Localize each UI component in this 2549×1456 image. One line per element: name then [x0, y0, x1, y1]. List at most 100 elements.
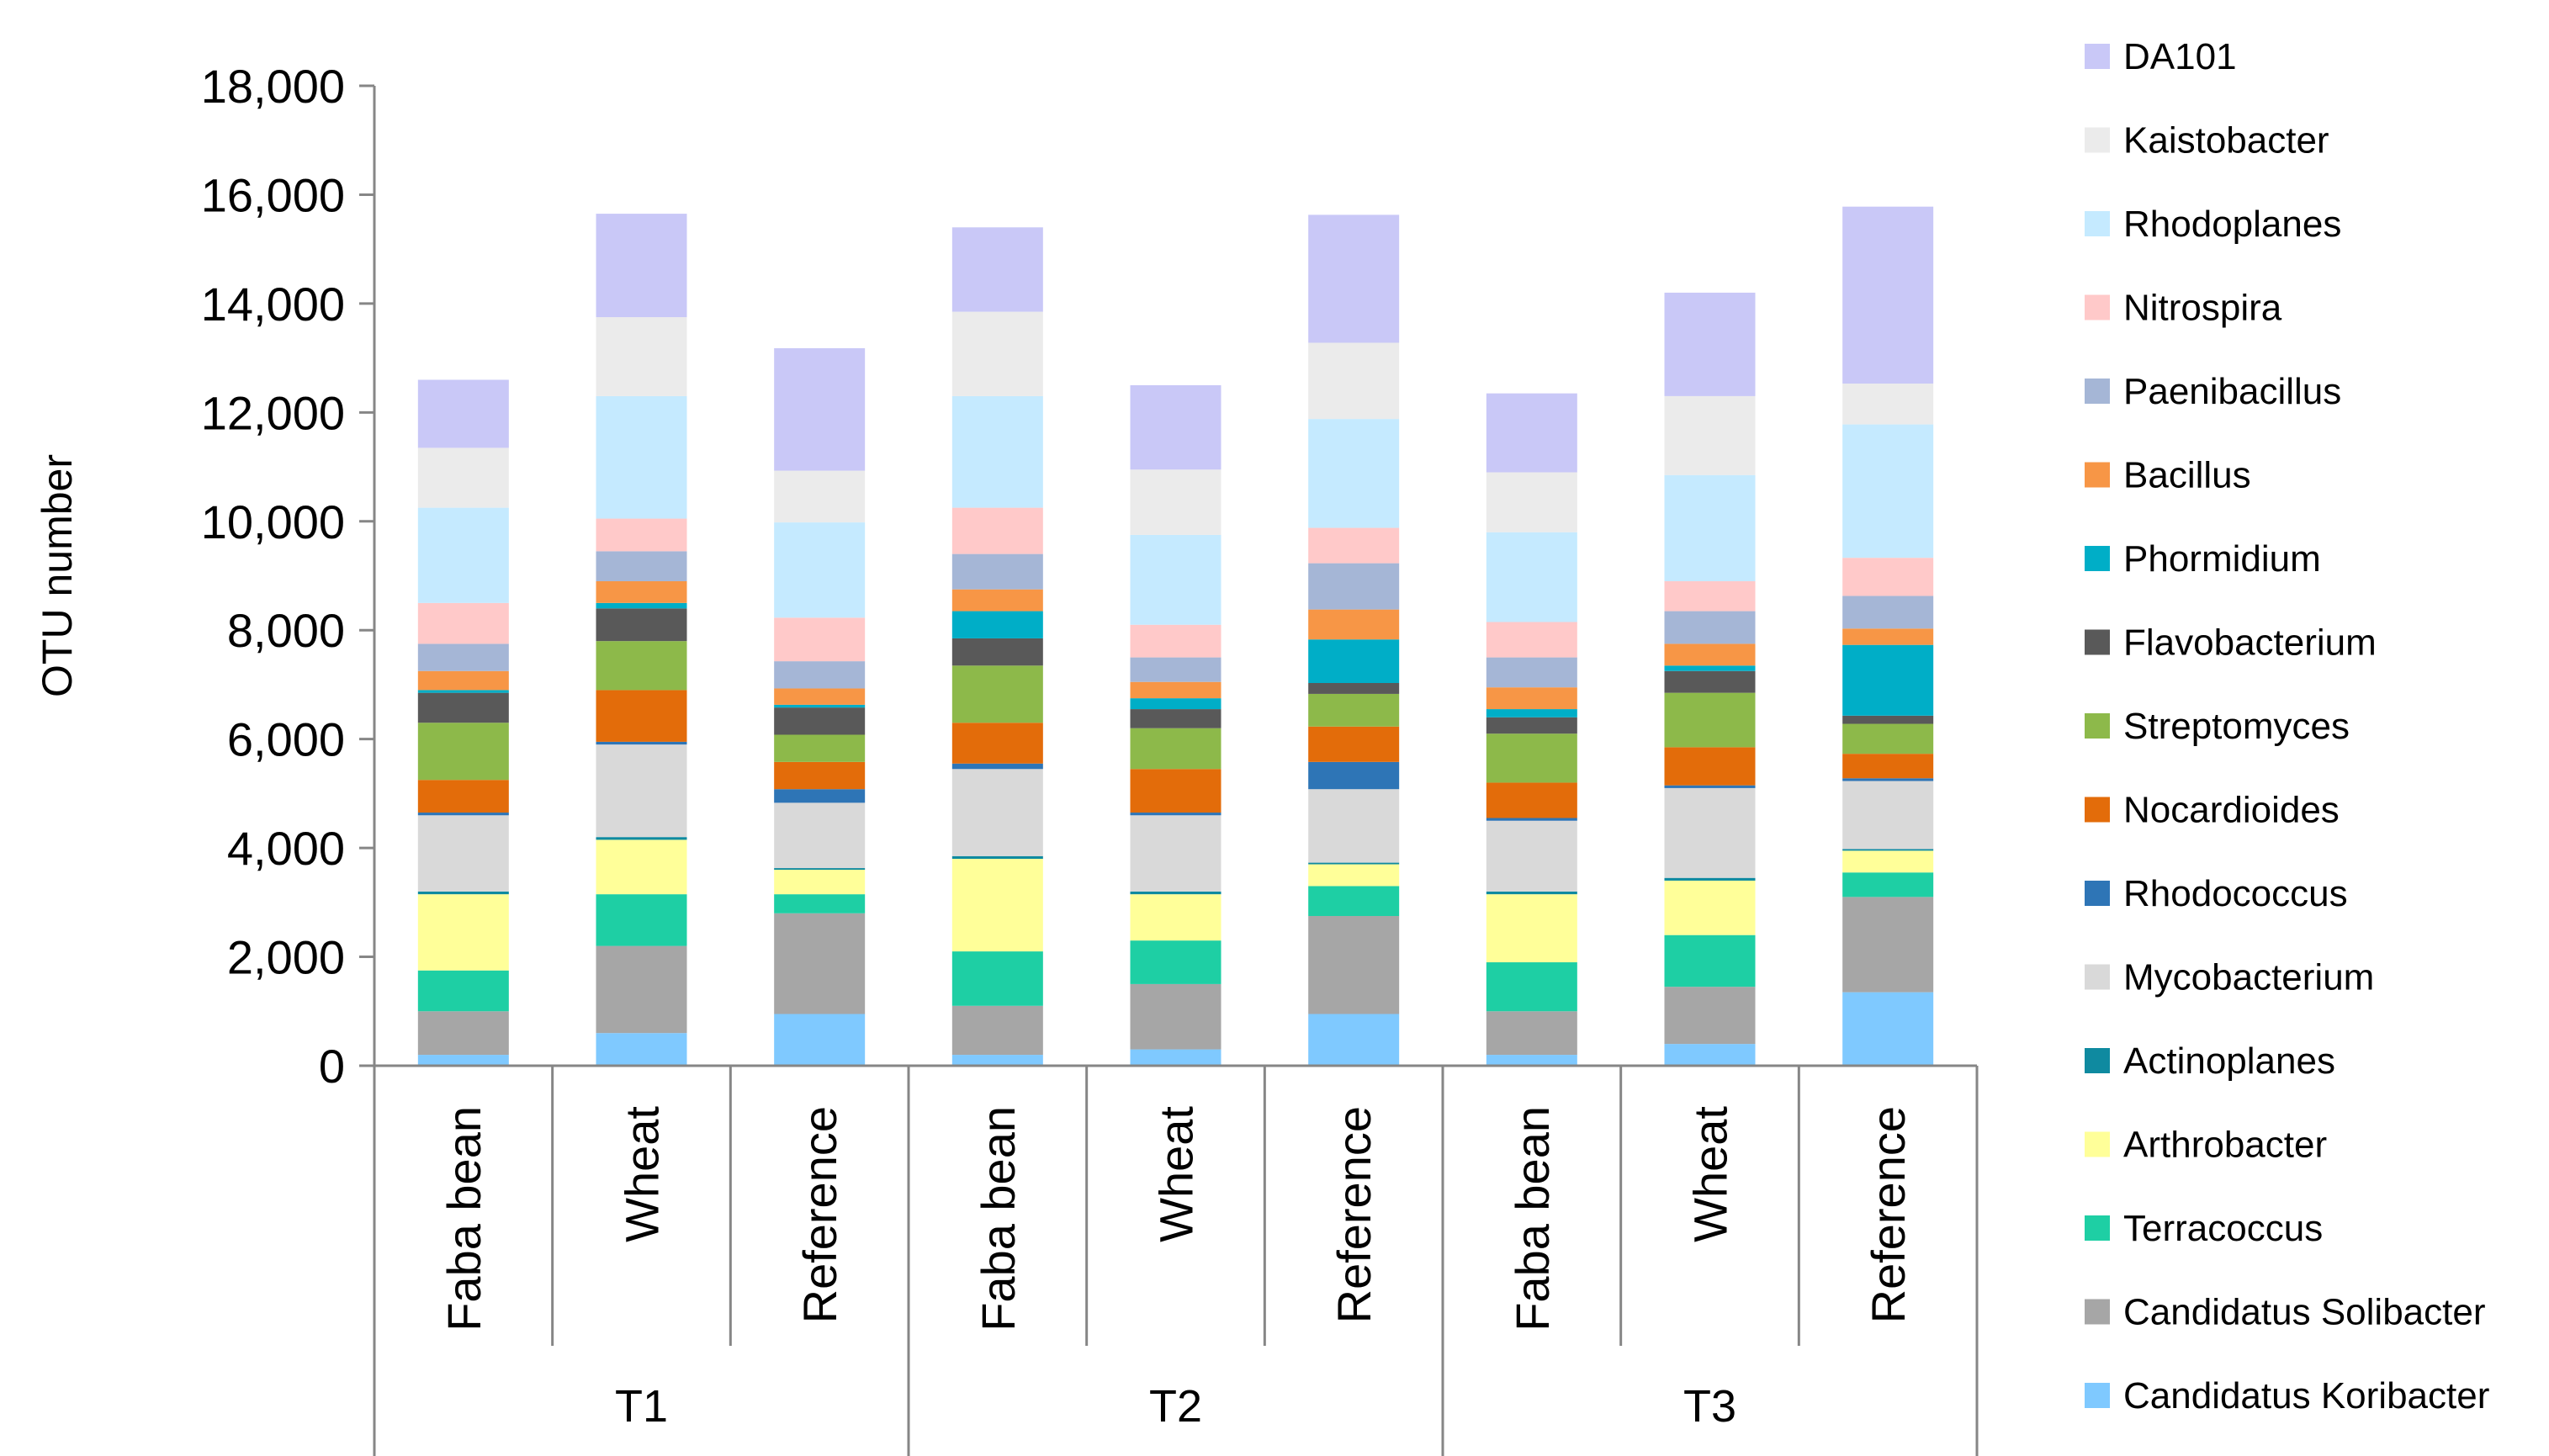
bar-segment: [951, 507, 1043, 554]
bar-segment: [596, 894, 687, 946]
bar-segment: [417, 507, 509, 603]
bar-segment: [951, 553, 1043, 590]
bar-segment: [951, 638, 1043, 666]
legend-swatch: [2085, 44, 2110, 69]
bar-segment: [1130, 769, 1222, 813]
legend-swatch: [2085, 127, 2110, 153]
bar-segment: [951, 951, 1043, 1006]
bar-segment: [596, 602, 687, 609]
bar-segment: [596, 317, 687, 396]
legend-swatch: [2085, 1048, 2110, 1073]
bar-segment: [596, 837, 687, 840]
legend-label: Mycobacterium: [2123, 957, 2374, 998]
bar-segment: [1486, 733, 1577, 783]
bar-segment: [1308, 563, 1400, 610]
bar-segment: [951, 227, 1043, 312]
bar-segment: [1842, 850, 1934, 873]
y-tick-label: 6,000: [227, 713, 345, 766]
bar-segment: [596, 1033, 687, 1066]
bar-segment: [417, 815, 509, 892]
bar-segment: [1130, 534, 1222, 625]
bar-segment: [1130, 709, 1222, 728]
y-tick-label: 14,000: [201, 278, 345, 331]
legend-label: Flavobacterium: [2123, 622, 2377, 664]
category-label: Wheat: [1150, 1106, 1203, 1242]
bar-segment: [596, 395, 687, 519]
bar-segment: [1842, 723, 1934, 754]
bar-segment: [1486, 622, 1577, 658]
bar-segment: [596, 839, 687, 895]
bar-segment: [774, 802, 866, 869]
legend-label: Bacillus: [2123, 455, 2251, 496]
bar-segment: [596, 518, 687, 552]
bar-segment: [1130, 1049, 1222, 1066]
group-label: T3: [1683, 1381, 1736, 1432]
bar-segment: [951, 665, 1043, 723]
bar-segment: [774, 734, 866, 762]
bar-segment: [774, 761, 866, 790]
bar-segment: [1308, 419, 1400, 528]
bar-segment: [1664, 670, 1756, 693]
bar-segment: [1664, 580, 1756, 612]
y-tick-label: 8,000: [227, 604, 345, 657]
legend-swatch: [2085, 379, 2110, 404]
legend-swatch: [2085, 797, 2110, 823]
bar-segment: [417, 1055, 509, 1066]
legend-swatch: [2085, 294, 2110, 320]
bar-segment: [1486, 532, 1577, 622]
legend-label: Rhodoplanes: [2123, 204, 2341, 245]
bar-segment: [1308, 789, 1400, 863]
legend-label: Streptomyces: [2123, 706, 2350, 747]
bar-segment: [951, 395, 1043, 508]
bar-segment: [1664, 665, 1756, 671]
bar-segment: [417, 894, 509, 971]
bar-segment: [951, 723, 1043, 764]
legend-swatch: [2085, 211, 2110, 236]
bar-segment: [774, 688, 866, 705]
bar-segment: [596, 741, 687, 745]
legend-swatch: [2085, 881, 2110, 906]
bar-segment: [1842, 596, 1934, 629]
bar-segment: [1842, 715, 1934, 724]
bar-segment: [1486, 1011, 1577, 1056]
bar-segment: [774, 1014, 866, 1066]
bar-segment: [1308, 683, 1400, 694]
bar-segment: [596, 641, 687, 691]
bar-segment: [1664, 474, 1756, 581]
bar-segment: [417, 379, 509, 448]
bar-segment: [417, 780, 509, 813]
category-label: Wheat: [1684, 1106, 1737, 1242]
bar-segment: [596, 551, 687, 581]
bar-segment: [417, 692, 509, 723]
bar-segment: [774, 470, 866, 523]
bar-segment: [1842, 628, 1934, 645]
group-label: T2: [1149, 1381, 1202, 1432]
bar-segment: [1308, 916, 1400, 1014]
y-tick-label: 10,000: [201, 495, 345, 548]
y-tick-label: 4,000: [227, 822, 345, 875]
bar-segment: [951, 1055, 1043, 1066]
bar-segment: [1308, 864, 1400, 887]
bar-segment: [1308, 609, 1400, 640]
bar-segment: [1486, 709, 1577, 717]
bar-segment: [1842, 384, 1934, 425]
bar-segment: [1308, 726, 1400, 762]
bar-segment: [1486, 962, 1577, 1012]
legend-label: Candidatus Solibacter: [2123, 1292, 2485, 1333]
legend-label: Paenibacillus: [2123, 371, 2341, 412]
bar-segment: [1842, 424, 1934, 559]
bar-segment: [951, 769, 1043, 856]
legend-swatch: [2085, 1299, 2110, 1325]
bar-segment: [951, 611, 1043, 638]
category-label: Reference: [793, 1106, 846, 1323]
bar-segment: [1842, 781, 1934, 850]
bar-segment: [774, 347, 866, 471]
bar-segment: [417, 690, 509, 693]
bar-segment: [774, 913, 866, 1014]
bar-segment: [1308, 1014, 1400, 1066]
bar-segment: [1486, 782, 1577, 818]
legend-swatch: [2085, 713, 2110, 739]
bar-segment: [596, 580, 687, 603]
bar-segment: [417, 1011, 509, 1056]
bar-segment: [1664, 880, 1756, 935]
